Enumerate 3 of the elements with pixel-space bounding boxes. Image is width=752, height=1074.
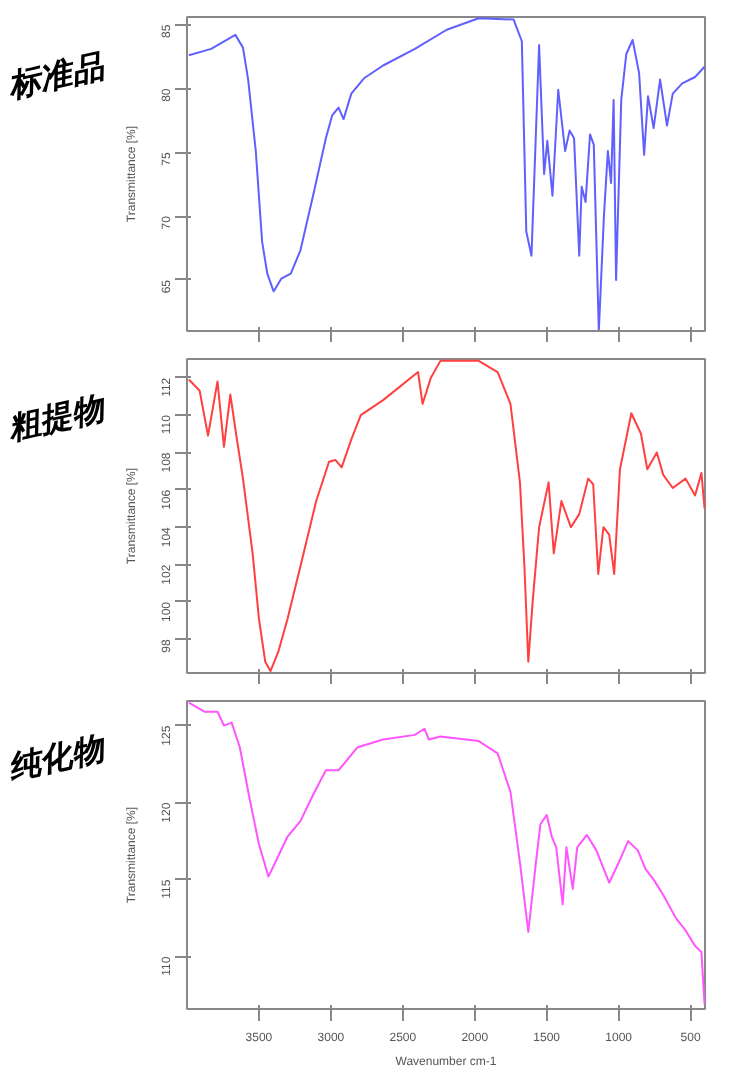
text: 标准品 (3, 48, 109, 106)
text: 粗提物 (3, 389, 111, 448)
text: 纯化物 (3, 730, 111, 788)
